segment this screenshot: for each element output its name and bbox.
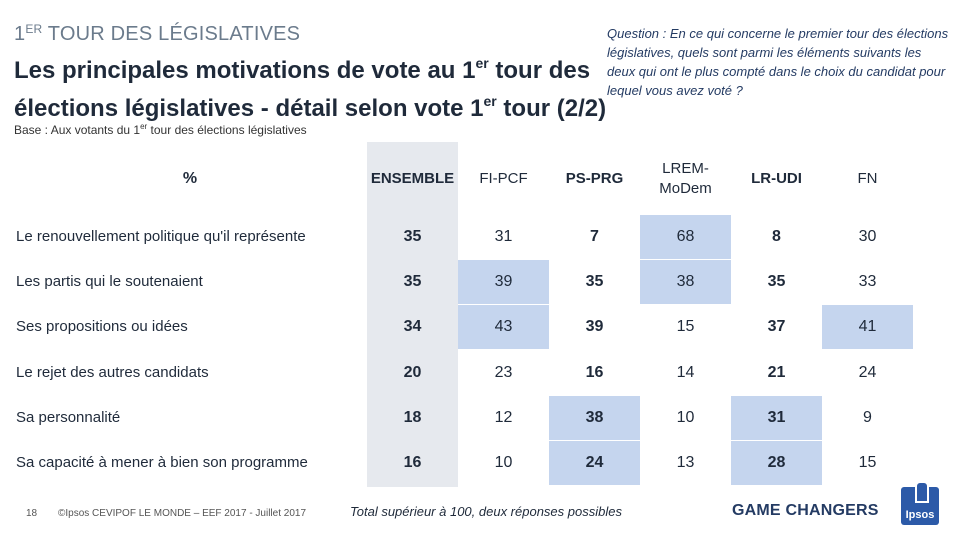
source-note: ©Ipsos CEVIPOF LE MONDE – EEF 2017 - Jui…	[58, 508, 307, 519]
row-label: Le renouvellement politique qu'il représ…	[16, 228, 306, 245]
total-note: Total supérieur à 100, deux réponses pos…	[350, 504, 622, 519]
table-cell: 43	[458, 305, 549, 349]
section-kicker: 1ER TOUR DES LÉGISLATIVES	[14, 22, 301, 45]
table-cell: 16	[403, 454, 422, 471]
column-header: LR-UDI	[751, 170, 802, 187]
survey-question: Question : En ce qui concerne le premier…	[607, 26, 949, 98]
table-cell: 10	[676, 409, 695, 426]
table-cell: 16	[585, 364, 604, 381]
table-cell: 18	[403, 409, 422, 426]
row-label: Le rejet des autres candidats	[16, 364, 209, 381]
table-cell: 31	[494, 228, 513, 245]
table-cell: 24	[549, 441, 640, 485]
table-cell: 35	[585, 273, 604, 290]
ipsos-logo: Ipsos	[901, 481, 939, 525]
ipsos-logo-mark-icon	[915, 481, 929, 503]
table-cell: 10	[494, 454, 513, 471]
table-cell: 35	[403, 273, 422, 290]
table-cell: 23	[494, 364, 513, 381]
column-header: FN	[857, 170, 878, 187]
table-cell: 35	[767, 273, 786, 290]
table-cell: 14	[676, 364, 695, 381]
table-cell: 21	[767, 364, 786, 381]
table-cell: 33	[858, 273, 877, 290]
ensemble-column-background	[367, 142, 458, 487]
table-cell: 39	[585, 318, 604, 335]
table-cell: 30	[858, 228, 877, 245]
table-cell: 35	[403, 228, 422, 245]
table-cell: 34	[403, 318, 422, 335]
table-cell: 13	[676, 454, 695, 471]
table-cell: 9	[863, 409, 872, 426]
table-cell: 12	[494, 409, 513, 426]
table-cell: 41	[822, 305, 913, 349]
row-label: Sa personnalité	[16, 409, 121, 426]
table-cell: 38	[640, 260, 731, 304]
table-cell: 7	[590, 228, 599, 245]
table-cell: 38	[549, 396, 640, 440]
table-cell: 8	[772, 228, 781, 245]
page-number: 18	[26, 508, 38, 519]
game-changers-tagline: GAME CHANGERS	[732, 502, 879, 519]
table-cell: 15	[858, 454, 877, 471]
page-title: Les principales motivations de vote au 1…	[14, 55, 607, 122]
row-label: Les partis qui le soutenaient	[16, 273, 203, 290]
table-cell: 20	[403, 364, 422, 381]
row-label: Sa capacité à mener à bien son programme	[16, 454, 308, 471]
column-header: LREM- MoDem	[659, 160, 712, 197]
table-cell: 37	[767, 318, 786, 335]
base-note: Base : Aux votants du 1er tour des élect…	[14, 122, 307, 137]
table-cell: 15	[676, 318, 695, 335]
percent-header: %	[182, 170, 198, 187]
table-cell: 28	[731, 441, 822, 485]
table-cell: 68	[640, 215, 731, 259]
column-header: PS-PRG	[565, 170, 624, 187]
ipsos-logo-text: Ipsos	[905, 509, 935, 521]
table-cell: 39	[458, 260, 549, 304]
column-header: ENSEMBLE	[370, 170, 455, 187]
table-cell: 31	[731, 396, 822, 440]
row-label: Ses propositions ou idées	[16, 318, 188, 335]
column-header: FI-PCF	[479, 170, 528, 187]
table-cell: 24	[858, 364, 877, 381]
